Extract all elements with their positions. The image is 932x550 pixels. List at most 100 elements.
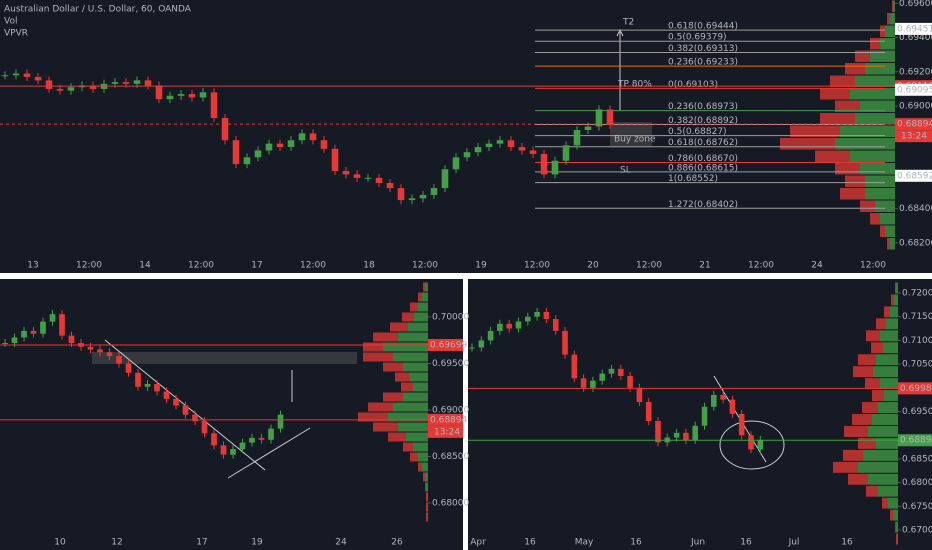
x-tick-label: 21	[699, 261, 710, 271]
candle	[551, 160, 559, 175]
candle	[571, 354, 578, 379]
profile-buy	[418, 302, 428, 312]
profile-buy	[406, 432, 428, 442]
candle	[474, 147, 482, 153]
candle	[298, 133, 306, 141]
profile-buy	[425, 472, 428, 482]
x-tick-label: 18	[363, 261, 375, 271]
candle	[199, 92, 207, 98]
candle	[452, 157, 460, 170]
profile-buy	[868, 473, 898, 485]
profile-buy	[886, 318, 898, 330]
profile-sell	[835, 163, 860, 175]
profile-buy	[875, 200, 895, 212]
indicator: VPVR	[4, 29, 28, 39]
candle	[627, 375, 633, 388]
annotation: SL	[620, 166, 631, 176]
profile-sell	[895, 521, 896, 533]
profile-buy	[890, 238, 895, 250]
x-tick-label: 19	[475, 261, 487, 271]
price-tag	[898, 434, 932, 447]
profile-sell	[860, 200, 875, 212]
profile-buy	[398, 332, 428, 342]
x-tick-label: 24	[811, 261, 823, 271]
candle	[232, 140, 240, 165]
fib-label: 1(0.68552)	[668, 174, 718, 184]
candle	[711, 394, 717, 407]
candle	[497, 323, 503, 331]
candle	[163, 391, 170, 399]
x-tick-label: 12:00	[412, 261, 438, 271]
candle	[116, 356, 122, 364]
profile-sell	[843, 449, 863, 461]
profile-buy	[383, 342, 428, 352]
profile-buy	[870, 50, 895, 62]
x-tick-label: 12:00	[300, 261, 326, 271]
profile-buy	[897, 533, 898, 545]
candle	[12, 73, 20, 76]
x-tick-label: 24	[335, 538, 347, 548]
candle	[748, 435, 754, 450]
fib-label: 0.618(0.68762)	[668, 138, 738, 148]
profile-sell	[887, 238, 890, 250]
profile-buy	[858, 461, 898, 473]
symbol-title: Australian Dollar / U.S. Dollar, 60, OAN…	[4, 5, 192, 15]
profile-buy	[893, 509, 898, 521]
x-tick-label: 12:00	[524, 261, 550, 271]
profile-sell	[833, 461, 858, 473]
candle	[67, 87, 75, 91]
candle	[441, 169, 449, 189]
profile-sell	[858, 437, 876, 449]
candle	[408, 198, 416, 201]
candle	[518, 147, 526, 151]
buy-zone-box	[610, 122, 652, 147]
profile-buy	[426, 482, 428, 492]
profile-buy	[850, 150, 895, 162]
profile-sell	[892, 0, 893, 12]
profile-buy	[410, 372, 428, 382]
profile-buy	[413, 382, 428, 392]
candle	[757, 439, 764, 450]
profile-sell	[891, 294, 894, 306]
zone-box	[92, 352, 357, 364]
price-tag-label: 0.69451	[897, 24, 932, 34]
candle	[268, 428, 274, 440]
candle	[599, 373, 605, 381]
fib-label: 0(0.69103)	[668, 80, 718, 90]
countdown: 13:24	[434, 427, 460, 437]
x-tick-label: 14	[139, 261, 151, 271]
candle	[331, 148, 339, 171]
indicator: Vol	[4, 17, 17, 27]
profile-buy	[868, 425, 898, 437]
candle	[552, 319, 559, 331]
profile-buy	[880, 38, 895, 50]
candle	[487, 330, 494, 341]
profile-buy	[393, 402, 428, 412]
candle	[485, 143, 493, 148]
profile-sell	[418, 462, 422, 472]
candle	[386, 182, 394, 189]
candle	[720, 394, 726, 400]
profile-sell	[815, 150, 850, 162]
price-tag	[428, 338, 463, 351]
profile-sell	[887, 13, 890, 25]
profile-sell	[884, 306, 890, 318]
profile-sell	[410, 452, 418, 462]
x-tick-label: 16	[740, 538, 752, 548]
profile-buy	[896, 521, 898, 533]
candle	[540, 153, 548, 175]
candle	[683, 432, 689, 440]
profile-buy	[865, 188, 895, 200]
profile-sell	[896, 533, 897, 545]
y-tick-label: 0.69000	[432, 406, 469, 416]
candle	[177, 94, 185, 96]
x-tick-label: 12:00	[860, 261, 886, 271]
y-tick-label: 0.68000	[432, 499, 469, 509]
candle	[606, 109, 614, 125]
profile-buy	[408, 322, 428, 332]
profile-buy	[860, 100, 895, 112]
candle	[506, 323, 512, 329]
